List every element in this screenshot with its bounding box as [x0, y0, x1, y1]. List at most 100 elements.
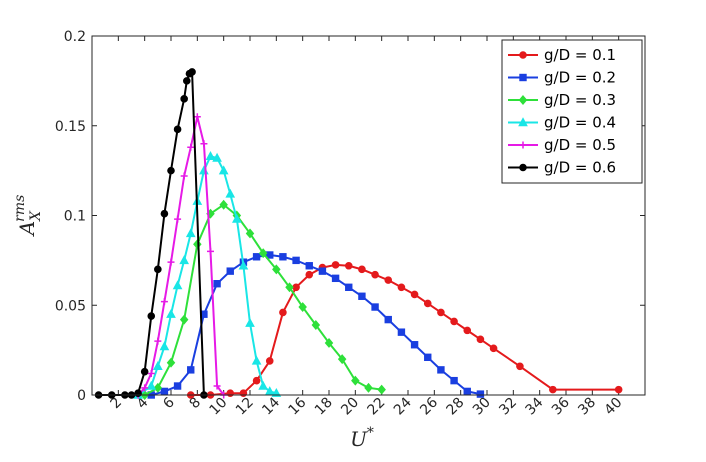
data-point [258, 380, 269, 390]
data-point [172, 280, 183, 290]
data-point [371, 303, 379, 311]
legend-label: g/D = 0.1 [544, 46, 616, 64]
y-axis-ticks: 0 0.05 0.1 0.15 0.2 [55, 29, 645, 404]
data-point [147, 369, 155, 377]
y-tick-label: 0 [77, 388, 86, 404]
data-point [410, 290, 419, 299]
data-point [397, 283, 406, 292]
data-point [187, 366, 195, 374]
x-tick-label: 6 [160, 394, 178, 412]
data-point [140, 367, 149, 376]
data-point [423, 299, 432, 308]
data-point [205, 151, 216, 160]
x-tick-label: 24 [391, 394, 415, 418]
y-tick-label: 0.05 [55, 298, 86, 314]
legend-item: g/D = 0.4 [508, 114, 616, 132]
data-point [358, 265, 366, 274]
data-point [292, 283, 300, 292]
data-point [410, 341, 419, 349]
y-tick-label: 0.15 [55, 119, 86, 135]
x-tick-label: 40 [602, 395, 626, 419]
data-point [183, 77, 191, 85]
x-tick-label: 38 [575, 395, 599, 419]
data-point [252, 253, 261, 261]
data-point [463, 387, 471, 396]
series-line [137, 115, 225, 396]
legend-item: g/D = 0.3 [508, 91, 616, 109]
legend-label: g/D = 0.6 [544, 159, 616, 177]
legend-label: g/D = 0.3 [544, 91, 616, 109]
data-point [166, 357, 176, 368]
legend-marker [518, 117, 528, 127]
data-point [160, 298, 168, 306]
data-point [265, 357, 274, 365]
data-point [614, 385, 623, 394]
data-point [219, 199, 228, 210]
data-point [344, 261, 353, 270]
y-axis-title-sup: rms [12, 195, 28, 222]
data-point [226, 389, 235, 398]
data-point [225, 188, 236, 198]
y-tick-label: 0.2 [64, 29, 86, 45]
data-point [226, 267, 234, 275]
x-tick-label: 34 [523, 394, 547, 418]
data-point [193, 239, 202, 250]
data-point [180, 95, 188, 103]
legend-item: g/D = 0.2 [508, 69, 616, 87]
x-tick-label: 16 [286, 394, 310, 418]
x-tick-label: 18 [312, 395, 336, 419]
data-point [167, 166, 175, 175]
data-point [266, 251, 274, 259]
data-point [173, 382, 182, 390]
data-point [437, 366, 445, 374]
legend-box [501, 39, 643, 184]
x-axis-title-sup: * [367, 425, 374, 441]
data-point [187, 143, 195, 151]
data-point [166, 308, 176, 318]
legend-label: g/D = 0.2 [544, 69, 616, 87]
data-point [371, 270, 379, 279]
data-point [238, 260, 249, 270]
data-point [437, 308, 445, 317]
data-point [324, 337, 334, 348]
data-point [180, 172, 188, 180]
data-point [199, 165, 209, 175]
legend-items: g/D = 0.1 g/D = 0.2 g/D = 0.3 g/D = 0.4 g/D … [508, 46, 616, 177]
legend-label: g/D = 0.5 [544, 136, 616, 154]
data-point [337, 354, 347, 365]
data-point [141, 384, 149, 392]
data-point [167, 258, 175, 266]
legend-item: g/D = 0.1 [508, 46, 616, 64]
x-tick-label: 26 [417, 394, 441, 418]
data-point [193, 113, 201, 121]
x-axis-title-main: U [350, 427, 368, 451]
x-tick-label: 20 [338, 395, 362, 419]
data-point [292, 256, 300, 265]
data-point [549, 385, 557, 394]
legend-marker [519, 73, 527, 82]
data-point [179, 255, 190, 265]
legend: g/D = 0.1 g/D = 0.2 g/D = 0.3 g/D = 0.4 g/D … [501, 39, 643, 184]
data-point [424, 353, 432, 362]
data-point [476, 335, 485, 344]
data-point [213, 280, 221, 288]
legend-marker [518, 95, 528, 105]
data-point [147, 312, 156, 320]
data-point [188, 68, 196, 76]
x-axis-title: U* [350, 425, 374, 451]
series-layer [94, 68, 623, 400]
data-point [213, 382, 221, 390]
data-point [231, 213, 242, 223]
data-point [285, 282, 294, 293]
data-point [384, 276, 393, 284]
data-point [218, 165, 229, 175]
data-point [450, 317, 458, 326]
data-point [516, 362, 524, 371]
legend-marker [519, 163, 527, 172]
data-point [160, 209, 169, 218]
x-tick-label: 22 [365, 395, 389, 419]
legend-marker [519, 51, 527, 59]
y-axis-title-main: A [15, 221, 39, 237]
data-point [212, 152, 222, 162]
